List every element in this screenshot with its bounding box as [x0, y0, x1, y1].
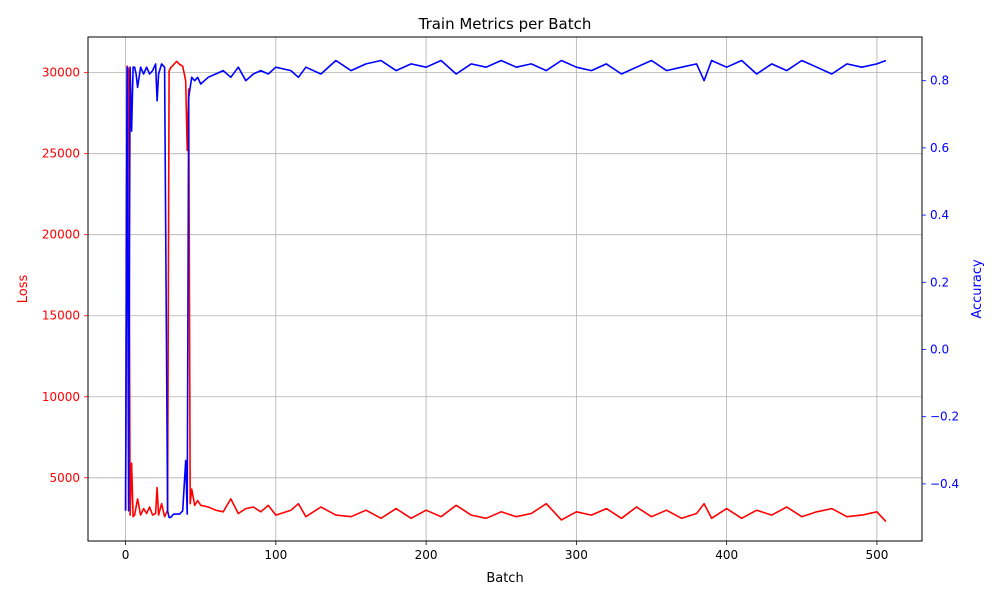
x-tick-label: 400	[715, 548, 738, 562]
y-right-tick-label: −0.4	[930, 477, 959, 491]
x-tick-label: 300	[565, 548, 588, 562]
y-right-tick-label: 0.2	[930, 275, 949, 289]
y-axis-right-title: Accuracy	[970, 259, 985, 319]
y-left-tick-label: 5000	[49, 471, 80, 485]
x-axis-title: Batch	[486, 571, 523, 586]
series-layer	[124, 59, 887, 523]
y-right-tick-label: 0.4	[930, 208, 949, 222]
x-tick-label: 200	[415, 548, 438, 562]
series-line-accuracy	[124, 59, 887, 519]
y-axis-left-title: Loss	[16, 275, 31, 304]
series-line-loss	[124, 60, 887, 523]
chart-title: Train Metrics per Batch	[418, 15, 592, 33]
y-left-tick-label: 10000	[42, 390, 80, 404]
x-tick-label: 500	[865, 548, 888, 562]
y-right-tick-label: 0.8	[930, 74, 949, 88]
y-left-tick-label: 25000	[42, 147, 80, 161]
x-tick-label: 0	[122, 548, 130, 562]
axes: 0 100 200 300 400 500 5000 10000 15000 20000 25000…	[42, 66, 959, 562]
grid	[88, 37, 922, 541]
y-right-tick-label: 0.6	[930, 141, 949, 155]
y-right-tick-label: 0.0	[930, 342, 949, 356]
y-left-tick-label: 30000	[42, 66, 80, 80]
plot-frame	[87, 36, 923, 542]
y-left-tick-label: 15000	[42, 309, 80, 323]
y-left-tick-label: 20000	[42, 228, 80, 242]
x-tick-label: 100	[264, 548, 287, 562]
y-right-tick-label: −0.2	[930, 410, 959, 424]
